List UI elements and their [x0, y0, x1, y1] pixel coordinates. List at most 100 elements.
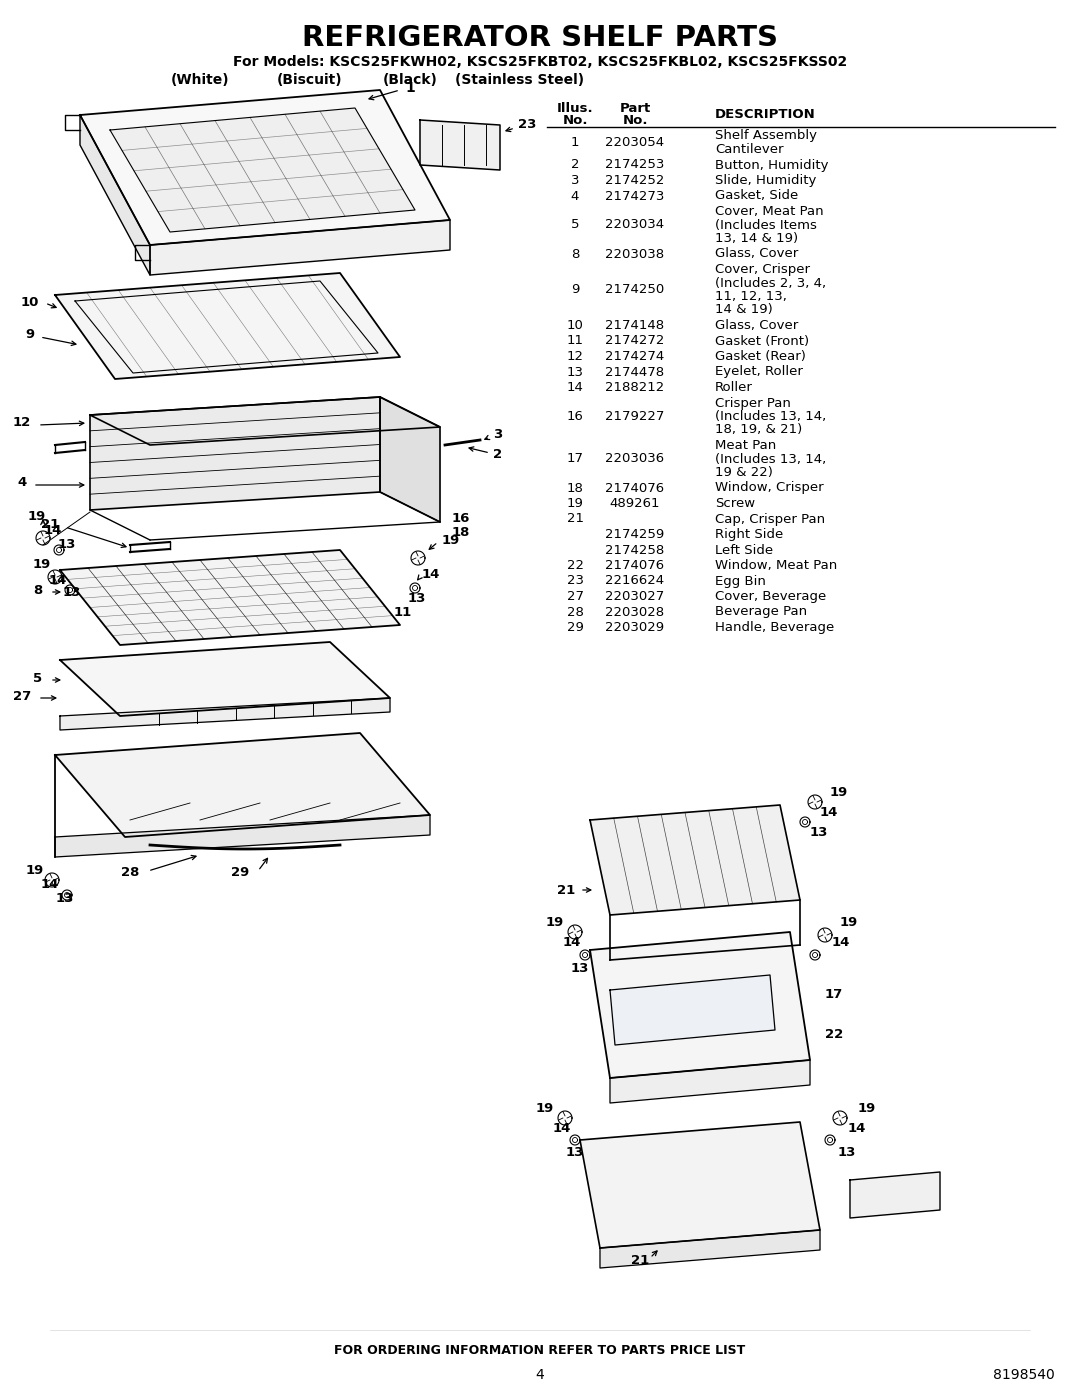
Text: 2174478: 2174478: [606, 366, 664, 379]
Text: 489261: 489261: [610, 497, 660, 510]
Text: 19 & 22): 19 & 22): [715, 467, 773, 479]
Polygon shape: [55, 272, 400, 379]
Text: 2174250: 2174250: [606, 284, 664, 296]
Text: 21: 21: [41, 518, 59, 531]
Polygon shape: [580, 1122, 820, 1248]
Text: 2203036: 2203036: [606, 453, 664, 465]
Text: Gasket (Front): Gasket (Front): [715, 334, 809, 348]
Text: 2174273: 2174273: [605, 190, 664, 203]
Text: Illus.: Illus.: [556, 102, 593, 115]
Text: 4: 4: [17, 476, 27, 489]
Text: Roller: Roller: [715, 381, 753, 394]
Text: 14: 14: [44, 524, 63, 536]
Polygon shape: [600, 1229, 820, 1268]
Text: 16: 16: [567, 409, 583, 423]
Text: 2: 2: [492, 448, 502, 461]
Text: 13: 13: [810, 826, 828, 838]
Text: Cover, Meat Pan: Cover, Meat Pan: [715, 205, 824, 218]
Polygon shape: [380, 397, 440, 522]
Text: 13, 14 & 19): 13, 14 & 19): [715, 232, 798, 244]
Text: 2174252: 2174252: [605, 175, 664, 187]
Text: 14: 14: [567, 381, 583, 394]
Text: Button, Humidity: Button, Humidity: [715, 158, 828, 172]
Text: 8: 8: [571, 247, 579, 260]
Text: 22: 22: [825, 1028, 843, 1042]
Polygon shape: [850, 1172, 940, 1218]
Text: 14 & 19): 14 & 19): [715, 303, 773, 317]
Polygon shape: [610, 1060, 810, 1104]
Text: Handle, Beverage: Handle, Beverage: [715, 622, 834, 634]
Text: 13: 13: [56, 891, 75, 904]
Polygon shape: [55, 733, 430, 837]
Text: 4: 4: [571, 190, 579, 203]
Text: 21: 21: [567, 513, 583, 525]
Text: 9: 9: [26, 328, 35, 341]
Text: 11: 11: [394, 605, 413, 619]
Text: Beverage Pan: Beverage Pan: [715, 605, 807, 619]
Text: (Includes Items: (Includes Items: [715, 218, 816, 232]
Text: 2203054: 2203054: [606, 137, 664, 149]
Text: Cover, Beverage: Cover, Beverage: [715, 590, 826, 604]
Text: Left Side: Left Side: [715, 543, 773, 556]
Text: 12: 12: [567, 351, 583, 363]
Text: 1: 1: [405, 81, 415, 95]
Text: 2203034: 2203034: [606, 218, 664, 232]
Polygon shape: [90, 397, 440, 446]
Text: 14: 14: [563, 936, 581, 949]
Text: Egg Bin: Egg Bin: [715, 574, 766, 588]
Text: 11, 12, 13,: 11, 12, 13,: [715, 291, 787, 303]
Polygon shape: [110, 108, 415, 232]
Text: Crisper Pan: Crisper Pan: [715, 397, 791, 409]
Text: Meat Pan: Meat Pan: [715, 439, 777, 453]
Text: 14: 14: [848, 1122, 866, 1134]
Text: Screw: Screw: [715, 497, 755, 510]
Text: 19: 19: [840, 915, 859, 929]
Text: 18, 19, & 21): 18, 19, & 21): [715, 423, 802, 436]
Text: 27: 27: [13, 690, 31, 703]
Polygon shape: [80, 115, 150, 275]
Text: 2203028: 2203028: [606, 605, 664, 619]
Text: Glass, Cover: Glass, Cover: [715, 319, 798, 332]
Text: 28: 28: [121, 866, 139, 880]
Text: 13: 13: [566, 1146, 584, 1158]
Text: 21: 21: [631, 1253, 649, 1267]
Text: (Stainless Steel): (Stainless Steel): [456, 73, 584, 87]
Text: (Includes 13, 14,: (Includes 13, 14,: [715, 453, 826, 465]
Text: Part: Part: [619, 102, 650, 115]
Text: 14: 14: [422, 569, 441, 581]
Text: Shelf Assembly: Shelf Assembly: [715, 130, 816, 142]
Polygon shape: [60, 698, 390, 731]
Text: 13: 13: [571, 961, 590, 975]
Text: 19: 19: [28, 510, 46, 522]
Text: 2203038: 2203038: [606, 247, 664, 260]
Text: 19: 19: [32, 559, 51, 571]
Text: 19: 19: [26, 863, 44, 876]
Text: 28: 28: [567, 605, 583, 619]
Text: 8: 8: [33, 584, 42, 597]
Polygon shape: [90, 397, 380, 510]
Text: 21: 21: [557, 883, 575, 897]
Text: 2174274: 2174274: [606, 351, 664, 363]
Polygon shape: [60, 550, 400, 645]
Text: Cap, Crisper Pan: Cap, Crisper Pan: [715, 513, 825, 525]
Text: 2203027: 2203027: [606, 590, 664, 604]
Text: 14: 14: [553, 1122, 571, 1134]
Text: 2174076: 2174076: [606, 482, 664, 495]
Text: 9: 9: [571, 284, 579, 296]
Text: 13: 13: [567, 366, 583, 379]
Text: Gasket, Side: Gasket, Side: [715, 190, 798, 203]
Polygon shape: [150, 219, 450, 275]
Text: 4: 4: [536, 1368, 544, 1382]
Text: 17: 17: [567, 453, 583, 465]
Text: 2216624: 2216624: [606, 574, 664, 588]
Polygon shape: [55, 814, 430, 856]
Text: 13: 13: [838, 1146, 856, 1158]
Text: (Includes 13, 14,: (Includes 13, 14,: [715, 409, 826, 423]
Text: 14: 14: [49, 574, 67, 587]
Text: 3: 3: [570, 175, 579, 187]
Text: No.: No.: [622, 113, 648, 127]
Text: For Models: KSCS25FKWH02, KSCS25FKBT02, KSCS25FKBL02, KSCS25FKSS02: For Models: KSCS25FKWH02, KSCS25FKBT02, …: [233, 54, 847, 68]
Text: 18: 18: [567, 482, 583, 495]
Text: 2174076: 2174076: [606, 559, 664, 571]
Text: 10: 10: [567, 319, 583, 332]
